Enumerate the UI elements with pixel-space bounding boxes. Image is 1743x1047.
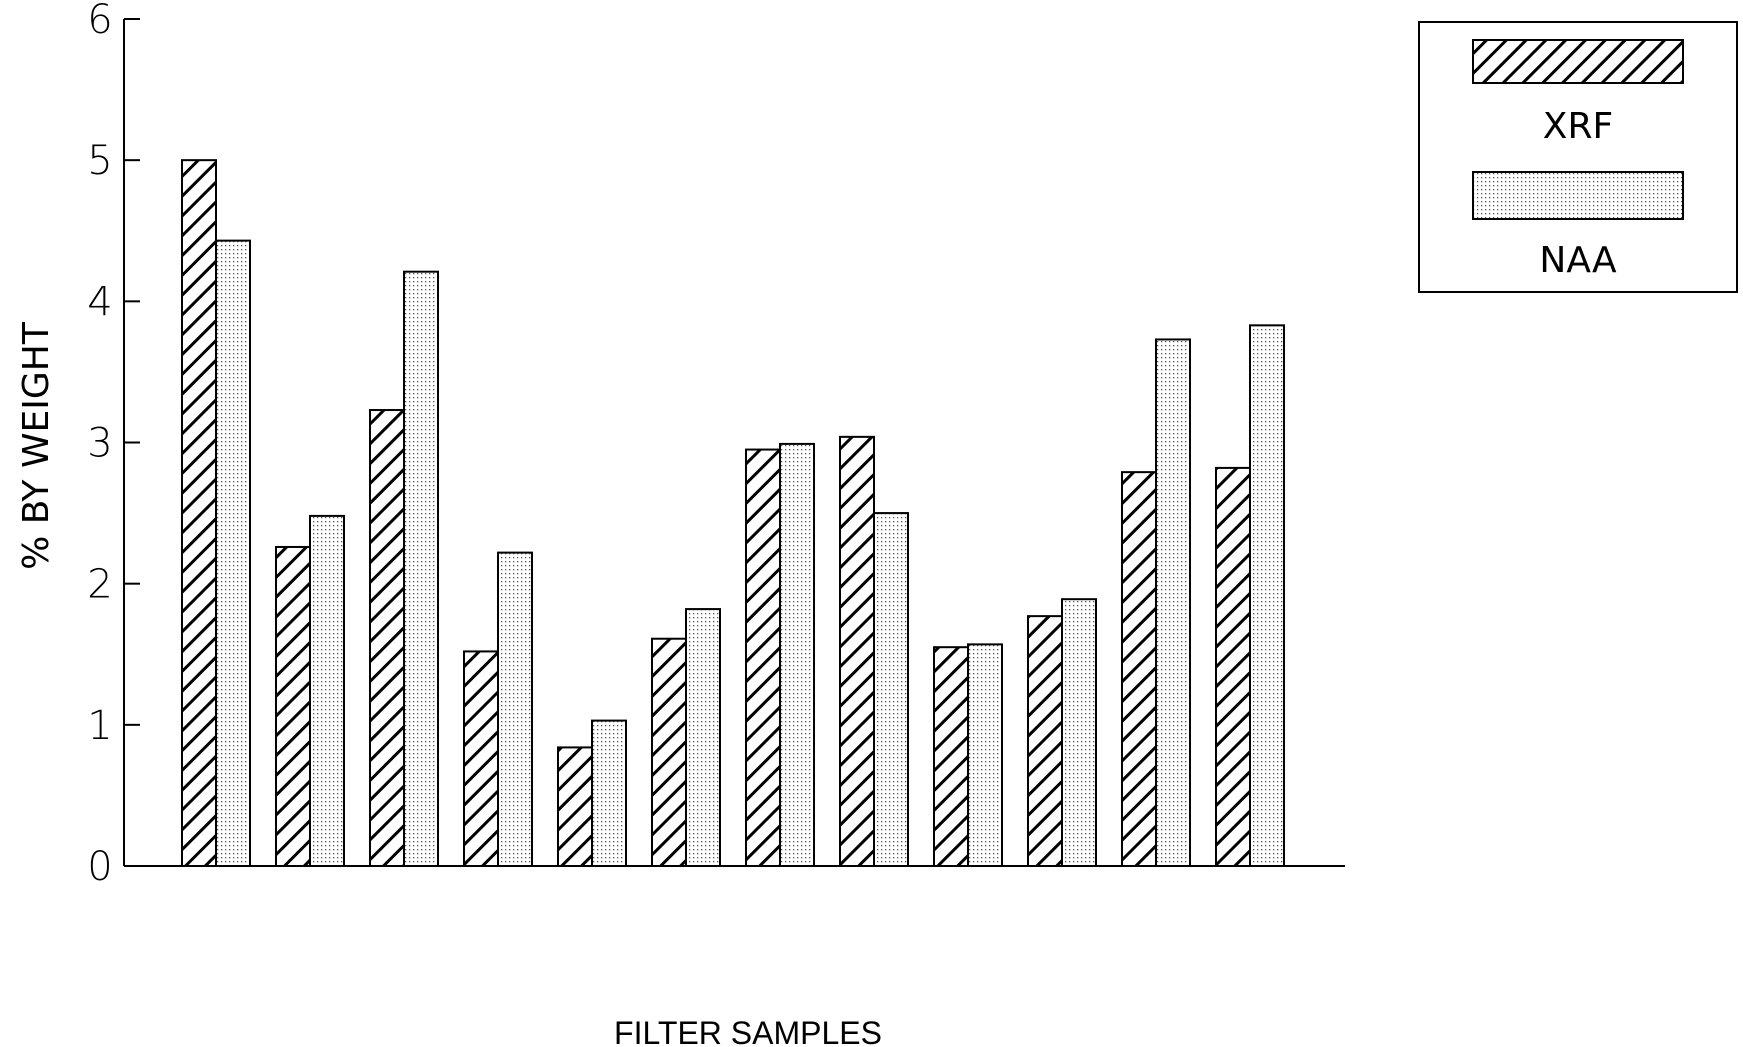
y-tick-label: 2: [87, 562, 112, 608]
y-tick-label: 3: [87, 421, 112, 467]
legend-swatch-xrf: [1472, 39, 1684, 84]
bar-xrf: [181, 159, 217, 867]
x-axis-title: FILTER SAMPLES: [614, 1015, 882, 1047]
bar-xrf: [1027, 615, 1063, 868]
bar-naa: [1155, 338, 1191, 868]
legend-label-naa: NAA: [1539, 240, 1617, 281]
bar-xrf: [839, 435, 875, 867]
bar-naa: [497, 551, 533, 867]
legend-label-xrf: XRF: [1543, 106, 1613, 147]
bar-xrf: [1121, 471, 1157, 867]
bar-naa: [309, 514, 345, 867]
bar-xrf: [745, 448, 781, 867]
bar-xrf: [275, 545, 311, 867]
bar-naa: [1061, 598, 1097, 867]
bar-naa: [873, 512, 909, 867]
bar-xrf: [557, 746, 593, 867]
bar-naa: [779, 442, 815, 867]
bar-xrf: [463, 650, 499, 868]
y-tick-label: 4: [87, 279, 112, 325]
y-tick-label: 5: [87, 138, 112, 184]
legend: XRF NAA: [1418, 21, 1738, 293]
y-tick-label: 6: [87, 0, 112, 43]
bar-naa: [685, 608, 721, 867]
bar-xrf: [1215, 466, 1251, 867]
bar-naa: [591, 719, 627, 867]
y-tick-label: 1: [87, 703, 112, 749]
y-tick-label: 0: [87, 844, 112, 890]
bar-naa: [967, 643, 1003, 868]
bar-naa: [403, 270, 439, 867]
y-axis-title: % BY WEIGHT: [16, 321, 57, 570]
legend-swatch-naa: [1472, 171, 1684, 220]
bar-xrf: [651, 637, 687, 868]
bar-xrf: [933, 646, 969, 867]
bar-xrf: [369, 409, 405, 867]
bar-naa: [1249, 324, 1285, 867]
bar-naa: [215, 239, 251, 868]
